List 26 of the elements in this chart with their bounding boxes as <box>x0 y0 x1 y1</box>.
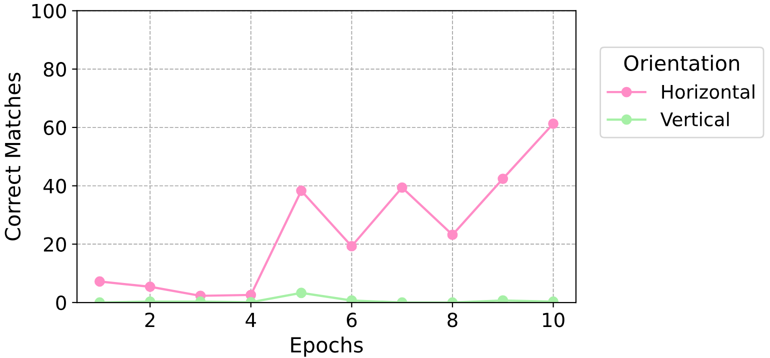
point <box>346 240 357 252</box>
point <box>144 282 156 292</box>
point <box>346 295 357 303</box>
point <box>498 174 508 184</box>
y-tick-label: 60 <box>44 120 66 136</box>
point <box>498 295 508 303</box>
x-axis-title: Epochs <box>291 336 363 357</box>
point <box>296 186 306 196</box>
legend-label: Horizontal <box>662 84 754 99</box>
y-tick-label: 100 <box>32 4 66 18</box>
y-tick-label: 0 <box>56 295 66 310</box>
x-tick-label: 6 <box>346 312 357 328</box>
point <box>548 118 558 129</box>
y-axis-title: Correct Matches <box>4 72 21 240</box>
point <box>396 182 408 193</box>
y-tick-label: 20 <box>44 237 66 252</box>
x-tick-label: 8 <box>448 312 458 328</box>
legend-label: Vertical <box>660 112 729 126</box>
y-tick-label: 40 <box>43 178 66 194</box>
x-tick-label: 4 <box>246 312 256 328</box>
legend-title: Orientation <box>624 54 739 71</box>
x-tick-label: 10 <box>543 312 564 328</box>
y-tick-label: 80 <box>44 62 66 77</box>
x-tick-label: 2 <box>145 312 154 328</box>
point <box>94 276 105 287</box>
point <box>447 230 458 240</box>
